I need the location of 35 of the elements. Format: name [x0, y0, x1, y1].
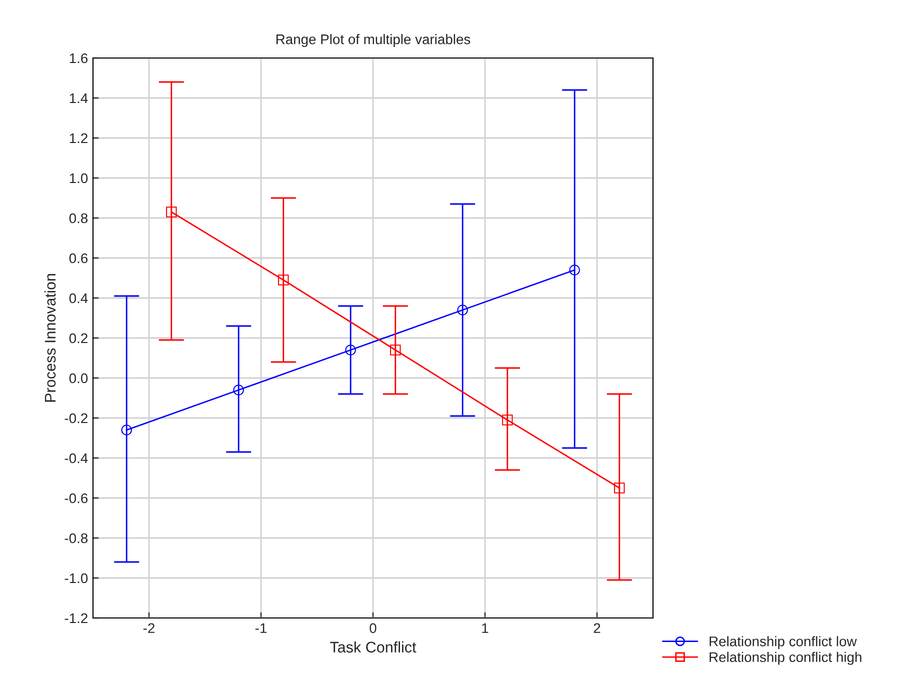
y-tick-label: 1.2 [70, 133, 88, 144]
x-axis-title: Task Conflict [330, 641, 416, 653]
point [614, 482, 625, 494]
x-tick-label: -1 [255, 623, 266, 633]
y-tick-label: -0.6 [64, 493, 88, 504]
x-tick-label: 1 [482, 623, 488, 633]
legend-label: Relationship conflict high [710, 652, 862, 665]
y-tick-label: -1.0 [64, 573, 88, 584]
point [390, 344, 401, 356]
point [233, 384, 244, 396]
point [166, 206, 177, 218]
y-tick-label: 1.4 [70, 93, 88, 104]
chart-title: Range Plot of multiple variables [276, 34, 470, 47]
y-tick-label: -0.4 [64, 453, 88, 464]
y-tick-label: 0.8 [69, 213, 88, 224]
y-tick-label: -1.2 [64, 613, 88, 624]
point [345, 344, 356, 356]
x-tick-label: -2 [143, 623, 154, 633]
point [457, 304, 468, 316]
y-tick-label: -0.8 [64, 533, 88, 544]
y-tick-label: 1.0 [70, 173, 88, 184]
point [121, 424, 132, 436]
y-tick-label: -0.2 [64, 413, 88, 424]
y-tick-label: 0.0 [69, 373, 88, 384]
x-tick-label: 2 [594, 623, 600, 633]
y-axis-title: Process Innovation [44, 274, 56, 402]
x-tick-label: 0 [370, 623, 376, 634]
y-tick-label: 0.4 [69, 293, 88, 304]
y-tick-label: 0.6 [69, 253, 88, 264]
y-tick-label: 0.2 [69, 333, 88, 344]
point [278, 274, 289, 286]
point [569, 264, 580, 276]
y-tick-label: 1.6 [70, 53, 88, 64]
point [502, 414, 513, 426]
legend-label: Relationship conflict low [710, 636, 857, 650]
